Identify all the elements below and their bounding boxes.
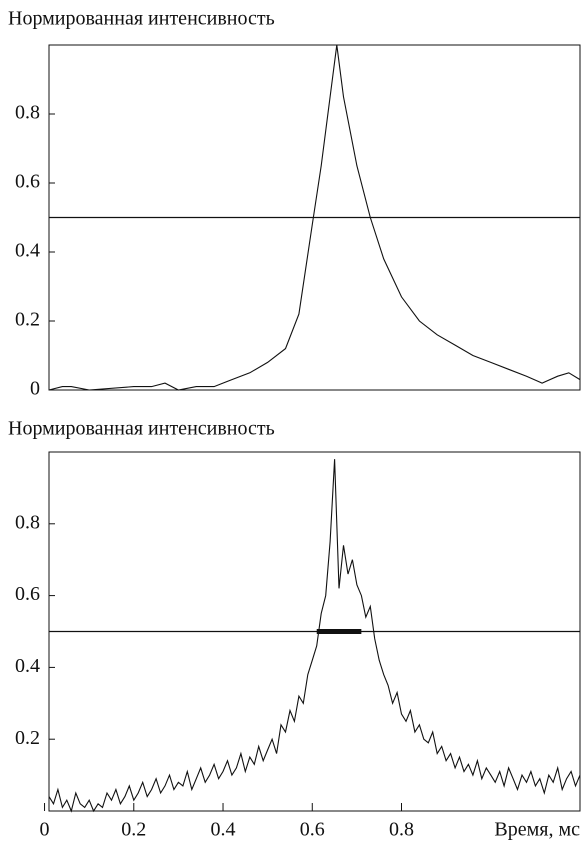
y-tick-label: 0.4 bbox=[15, 240, 40, 262]
x-tick-label: 0.6 bbox=[300, 819, 325, 841]
y-tick-label: 0.8 bbox=[15, 102, 40, 124]
y-tick-label: 0 bbox=[30, 378, 40, 400]
y-tick-label: 0.6 bbox=[15, 583, 40, 605]
x-axis-label: Время, мс bbox=[494, 819, 580, 841]
y-tick-label: 0.8 bbox=[15, 511, 40, 533]
chart-title: Нормированная интенсивность bbox=[8, 418, 275, 440]
y-tick-label: 0.4 bbox=[15, 655, 40, 677]
x-tick-label: 0 bbox=[40, 819, 50, 841]
chart-title: Нормированная интенсивность bbox=[8, 8, 275, 30]
y-tick-label: 0.6 bbox=[15, 171, 40, 193]
y-tick-label: 0.2 bbox=[15, 309, 40, 331]
x-tick-label: 0.8 bbox=[389, 819, 414, 841]
y-tick-label: 0.2 bbox=[15, 727, 40, 749]
data-line bbox=[48, 459, 581, 813]
x-tick-label: 0.2 bbox=[121, 819, 146, 841]
x-tick-label: 0.4 bbox=[211, 819, 236, 841]
data-line bbox=[48, 44, 581, 391]
